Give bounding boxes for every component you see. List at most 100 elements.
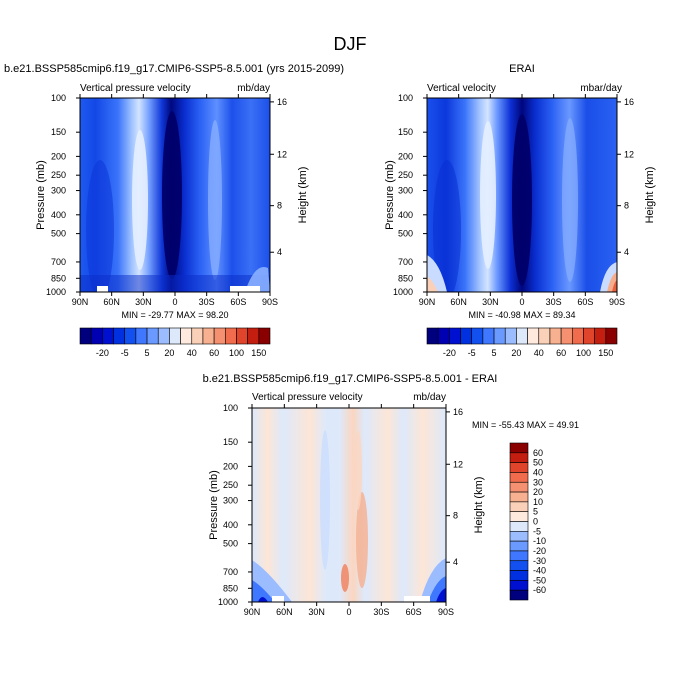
y-right-tick-label: 4 [277,247,282,257]
x-tick-label: 0 [346,607,351,617]
y-tick-label: 850 [398,273,413,283]
colorbar-swatch [571,327,584,345]
y-tick-label: 150 [223,437,238,447]
x-tick-label: 0 [519,297,524,307]
colorbar-label: 100 [576,348,591,358]
y-tick-label: 400 [223,520,238,530]
colorbar-swatch [527,327,540,345]
x-tick-label: 30N [482,297,499,307]
colorbar-swatch [90,327,103,345]
colorbar-label: -20 [533,546,546,556]
colorbar-swatch [509,491,529,503]
x-tick-label: 30S [373,607,389,617]
colorbar-label: 20 [533,487,543,497]
colorbar-label: -60 [533,585,546,595]
colorbar-label: 60 [209,348,219,358]
panel-obs-title: ERAI [509,63,535,75]
colorbar-swatch [102,327,114,345]
x-tick-label: 30S [199,297,215,307]
x-tick-label: 0 [172,297,177,307]
x-tick-label: 60N [450,297,467,307]
colorbar-swatch [509,462,529,473]
colorbar-swatch [538,327,551,345]
colorbar-swatch [509,511,529,522]
colorbar-swatch [509,452,529,463]
y-right-tick-label: 8 [277,201,282,211]
panel-diff-ticks: 90N 60N 30N 0 30S 60S 90S 100 150 200 250 300 400 500… [218,403,463,617]
colorbar-label: 20 [511,348,521,358]
colorbar-label: 60 [533,448,543,458]
y-tick-label: 850 [223,583,238,593]
y-tick-label: 400 [51,210,66,220]
colorbar-label: -20 [96,348,109,358]
panel-diff-variable-label: Vertical pressure velocity [252,392,363,403]
y-tick-label: 200 [223,461,238,471]
colorbar-swatch [509,501,529,512]
panel-obs-minmax: MIN = -40.98 MAX = 89.34 [468,310,575,320]
panel-model-minmax: MIN = -29.77 MAX = 98.20 [121,310,228,320]
y-tick-label: 200 [398,151,413,161]
y-tick-label: 1000 [393,287,413,297]
y-tick-label: 500 [398,229,413,239]
panel-obs-field [427,98,617,292]
y-tick-label: 850 [51,273,66,283]
colorbar-swatch [437,327,450,345]
panel-obs-units-label: mbar/day [580,83,622,94]
colorbar-swatch [247,327,260,345]
colorbar-label: 150 [598,348,613,358]
panel-diff-ylabel: Pressure (mb) [208,470,220,540]
colorbar-label: -30 [533,556,546,566]
colorbar-swatch [169,327,181,345]
colorbar-swatch [509,550,529,562]
y-tick-label: 500 [223,539,238,549]
panel-model-variable-label: Vertical pressure velocity [80,83,191,94]
colorbar-label: 0 [533,517,538,527]
colorbar-label: -5 [121,348,129,358]
x-tick-label: 60S [406,607,422,617]
y-tick-label: 250 [51,170,66,180]
colorbar-label: 20 [164,348,174,358]
x-tick-label: 90S [438,607,454,617]
panel-model-ylabel-right: Height (km) [297,167,309,224]
y-right-tick-label: 8 [624,201,629,211]
y-right-tick-label: 16 [453,407,463,417]
colorbar-swatch [509,531,529,542]
y-tick-label: 300 [223,496,238,506]
colorbar-swatch [560,327,573,345]
panel-obs-ylabel: Pressure (mb) [384,160,396,230]
colorbar-swatch [258,327,271,345]
colorbar-label: 30 [533,477,543,487]
colorbar-swatch [191,327,204,345]
y-right-tick-label: 12 [277,149,287,159]
y-right-tick-label: 4 [453,557,458,567]
x-tick-label: 60S [577,297,593,307]
colorbar-label: -5 [468,348,476,358]
colorbar-label: 40 [187,348,197,358]
x-tick-label: 30S [546,297,562,307]
panel-model-ylabel: Pressure (mb) [35,160,47,230]
colorbar-swatch [493,327,506,345]
colorbar-swatch [509,540,529,552]
panel-diff-units-label: mb/day [413,392,446,403]
colorbar-swatch [583,327,595,345]
x-tick-label: 60N [103,297,120,307]
colorbar-label: 5 [492,348,497,358]
colorbar-label: 5 [533,507,538,517]
colorbar-swatch [157,327,170,345]
colorbar-swatch [471,327,484,345]
y-tick-label: 100 [51,93,66,103]
colorbar-label: -50 [533,575,546,585]
panel-model: b.e21.BSSP585cmip6.f19_g17.CMIP6-SSP5-8.… [4,63,344,358]
colorbar-swatch [594,327,607,345]
y-tick-label: 300 [398,186,413,196]
y-tick-label: 250 [223,480,238,490]
colorbar-swatch [113,327,126,345]
colorbar-swatch [124,327,137,345]
x-tick-label: 30N [135,297,152,307]
colorbar-swatch [516,327,528,345]
panel-diff-title: b.e21.BSSP585cmip6.f19_g17.CMIP6-SSP5-8.… [203,373,498,385]
colorbar-label: 5 [145,348,150,358]
y-tick-label: 500 [51,229,66,239]
panel-diff-ylabel-right: Height (km) [473,477,485,534]
